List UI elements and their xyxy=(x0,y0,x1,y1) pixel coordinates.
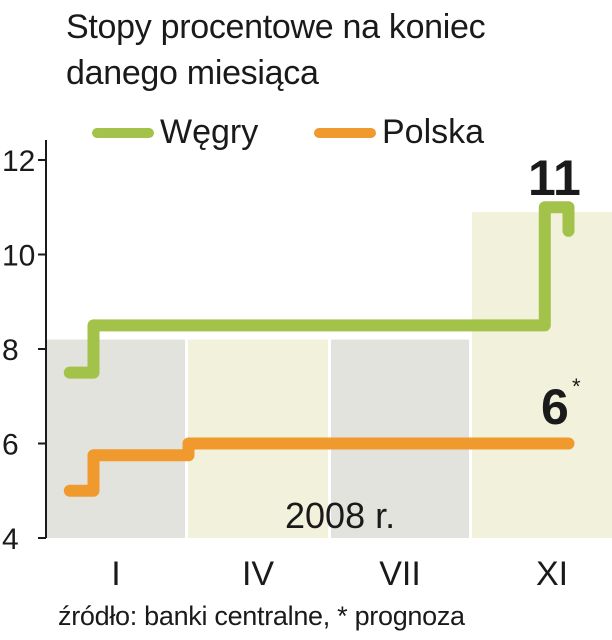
end-label-polska: 6 xyxy=(541,379,569,435)
y-tick-label-4: 4 xyxy=(2,523,19,556)
end-label-polska-marker: * xyxy=(572,374,581,399)
y-tick-label-6: 6 xyxy=(2,429,19,462)
legend-swatch-polska xyxy=(314,128,376,138)
x-tick-label-I: I xyxy=(111,555,120,593)
legend-label-polska: Polska xyxy=(382,113,485,151)
x-tick-label-IV: IV xyxy=(242,555,274,593)
legend-swatch-wegry xyxy=(92,128,154,138)
source-note: źródło: banki centralne, * prognoza xyxy=(58,601,465,631)
legend: Węgry Polska xyxy=(92,112,612,152)
chart-title: Stopy procentowe na koniec danego miesią… xyxy=(66,4,606,96)
y-tick-label-12: 12 xyxy=(2,145,35,178)
y-tick-label-10: 10 xyxy=(2,240,35,273)
legend-label-wegry: Węgry xyxy=(160,113,259,151)
year-label: 2008 r. xyxy=(285,495,395,536)
series-line-polska xyxy=(63,437,575,497)
title-line-2: danego miesiąca xyxy=(66,54,319,92)
title-line-1: Stopy procentowe na koniec xyxy=(66,8,486,46)
x-tick-label-VII: VII xyxy=(379,555,421,593)
series-line-węgry xyxy=(63,201,575,379)
end-label-wegry: 11 xyxy=(528,150,581,206)
x-tick-label-XI: XI xyxy=(536,555,568,593)
y-tick-label-8: 8 xyxy=(2,334,19,367)
